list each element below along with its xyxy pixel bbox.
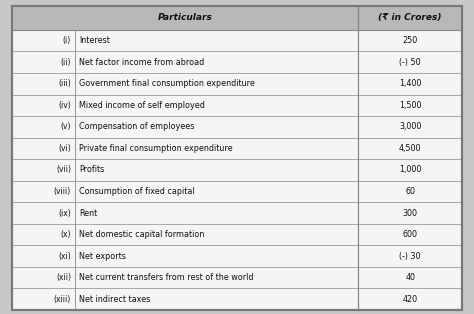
Text: (-) 30: (-) 30	[400, 252, 421, 261]
Text: 420: 420	[403, 295, 418, 304]
Text: 1,000: 1,000	[399, 165, 421, 175]
Text: 600: 600	[403, 230, 418, 239]
Text: (viii): (viii)	[54, 187, 71, 196]
Text: 40: 40	[405, 273, 415, 282]
Text: (v): (v)	[61, 122, 71, 131]
Text: Net domestic capital formation: Net domestic capital formation	[79, 230, 204, 239]
Text: (iv): (iv)	[58, 101, 71, 110]
Text: 250: 250	[402, 36, 418, 45]
Text: 300: 300	[403, 208, 418, 218]
Text: (xii): (xii)	[56, 273, 71, 282]
Text: Consumption of fixed capital: Consumption of fixed capital	[79, 187, 195, 196]
Text: (ii): (ii)	[61, 58, 71, 67]
Text: 3,000: 3,000	[399, 122, 421, 131]
Text: (xiii): (xiii)	[54, 295, 71, 304]
Text: 1,500: 1,500	[399, 101, 421, 110]
Text: (vi): (vi)	[58, 144, 71, 153]
Text: Interest: Interest	[79, 36, 110, 45]
Text: (iii): (iii)	[58, 79, 71, 88]
Text: Government final consumption expenditure: Government final consumption expenditure	[79, 79, 255, 88]
Text: (₹ in Crores): (₹ in Crores)	[379, 14, 442, 22]
Text: (ix): (ix)	[58, 208, 71, 218]
Text: Net factor income from abroad: Net factor income from abroad	[79, 58, 204, 67]
Text: Mixed income of self employed: Mixed income of self employed	[79, 101, 205, 110]
Text: Net current transfers from rest of the world: Net current transfers from rest of the w…	[79, 273, 254, 282]
Text: 4,500: 4,500	[399, 144, 421, 153]
Text: Private final consumption expenditure: Private final consumption expenditure	[79, 144, 233, 153]
Text: Compensation of employees: Compensation of employees	[79, 122, 194, 131]
Text: Net indirect taxes: Net indirect taxes	[79, 295, 150, 304]
Bar	[12, 6, 462, 30]
Text: (xi): (xi)	[58, 252, 71, 261]
Text: (vii): (vii)	[56, 165, 71, 175]
Text: (-) 50: (-) 50	[400, 58, 421, 67]
Text: Particulars: Particulars	[158, 14, 213, 22]
Text: (x): (x)	[61, 230, 71, 239]
Text: Profits: Profits	[79, 165, 104, 175]
Text: Rent: Rent	[79, 208, 97, 218]
Text: 60: 60	[405, 187, 415, 196]
Text: Net exports: Net exports	[79, 252, 126, 261]
Text: (i): (i)	[63, 36, 71, 45]
Text: 1,400: 1,400	[399, 79, 421, 88]
